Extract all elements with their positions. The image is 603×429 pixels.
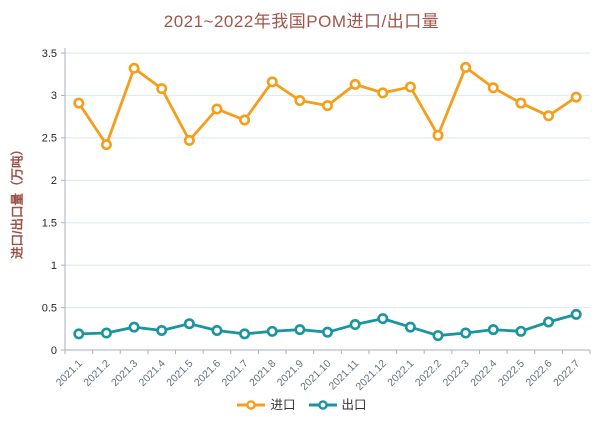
x-tick-label: 2022.1 bbox=[385, 358, 416, 389]
data-point-export bbox=[128, 321, 140, 333]
data-point-import bbox=[543, 110, 555, 122]
data-point-import bbox=[349, 78, 361, 90]
x-tick-label: 2021.1 bbox=[54, 358, 85, 389]
data-point-export bbox=[377, 313, 389, 325]
chart-title: 2021~2022年我国POM进口/出口量 bbox=[163, 12, 440, 31]
data-point-import bbox=[377, 87, 389, 99]
x-tick-label: 2021.2 bbox=[81, 358, 112, 389]
data-point-import bbox=[487, 82, 499, 94]
data-point-export bbox=[349, 319, 361, 331]
legend-item-import: 进口 bbox=[236, 398, 296, 412]
data-point-import bbox=[128, 62, 140, 74]
x-tick-label: 2021.4 bbox=[137, 358, 168, 389]
x-tick-label: 2021.3 bbox=[109, 358, 140, 389]
x-tick-label: 2021.12 bbox=[354, 358, 389, 393]
data-point-export bbox=[404, 321, 416, 333]
data-point-import bbox=[156, 83, 168, 95]
data-point-import bbox=[404, 81, 416, 93]
legend-label-import: 进口 bbox=[270, 398, 296, 412]
data-point-import bbox=[515, 97, 527, 109]
data-point-import bbox=[460, 61, 472, 73]
data-point-export bbox=[515, 325, 527, 337]
data-point-export bbox=[239, 328, 251, 340]
y-tick-label: 2.5 bbox=[42, 133, 57, 145]
data-point-export bbox=[183, 318, 195, 330]
x-tick-label: 2022.3 bbox=[441, 358, 472, 389]
x-tick-label: 2021.10 bbox=[298, 358, 333, 393]
data-point-export bbox=[570, 308, 582, 320]
data-point-import bbox=[183, 134, 195, 146]
y-tick-label: 3.5 bbox=[42, 48, 57, 60]
legend: 进口 出口 bbox=[0, 399, 603, 412]
data-point-import bbox=[100, 139, 112, 151]
x-tick-label: 2022.7 bbox=[551, 358, 582, 389]
legend-item-export: 出口 bbox=[308, 399, 367, 412]
data-point-import bbox=[266, 76, 278, 88]
data-point-import bbox=[294, 95, 306, 107]
data-point-import bbox=[570, 91, 582, 103]
x-tick-label: 2022.5 bbox=[496, 358, 527, 389]
import-series-swatch-icon bbox=[237, 400, 266, 411]
y-tick-label: 0.5 bbox=[42, 302, 57, 314]
data-point-export bbox=[487, 324, 499, 336]
x-tick-label: 2022.4 bbox=[468, 358, 499, 389]
data-point-import bbox=[211, 103, 223, 115]
y-tick-label: 1 bbox=[51, 260, 57, 272]
x-tick-label: 2021.7 bbox=[220, 358, 251, 389]
legend-label-export: 出口 bbox=[341, 398, 367, 412]
data-point-export bbox=[266, 325, 278, 337]
x-tick-label: 2022.6 bbox=[523, 358, 554, 389]
data-point-export bbox=[321, 326, 333, 338]
data-point-import bbox=[73, 97, 85, 109]
x-tick-label: 2021.5 bbox=[164, 358, 195, 389]
x-tick-label: 2022.2 bbox=[413, 358, 444, 389]
x-tick-label: 2021.8 bbox=[247, 358, 278, 389]
data-point-import bbox=[321, 100, 333, 112]
x-tick-label: 2021.6 bbox=[192, 358, 223, 389]
y-tick-label: 2 bbox=[51, 175, 57, 187]
data-point-export bbox=[211, 324, 223, 336]
data-point-export bbox=[73, 328, 85, 340]
data-point-export bbox=[156, 324, 168, 336]
data-point-import bbox=[432, 129, 444, 141]
export-series-swatch-icon bbox=[308, 400, 337, 411]
data-point-export bbox=[460, 327, 472, 339]
y-tick-label: 0 bbox=[51, 345, 57, 357]
data-point-export bbox=[100, 327, 112, 339]
data-point-export bbox=[432, 330, 444, 342]
data-point-export bbox=[543, 316, 555, 328]
y-tick-label: 3 bbox=[51, 90, 57, 102]
data-point-import bbox=[239, 114, 251, 126]
y-tick-label: 1.5 bbox=[42, 218, 57, 230]
data-point-export bbox=[294, 324, 306, 336]
